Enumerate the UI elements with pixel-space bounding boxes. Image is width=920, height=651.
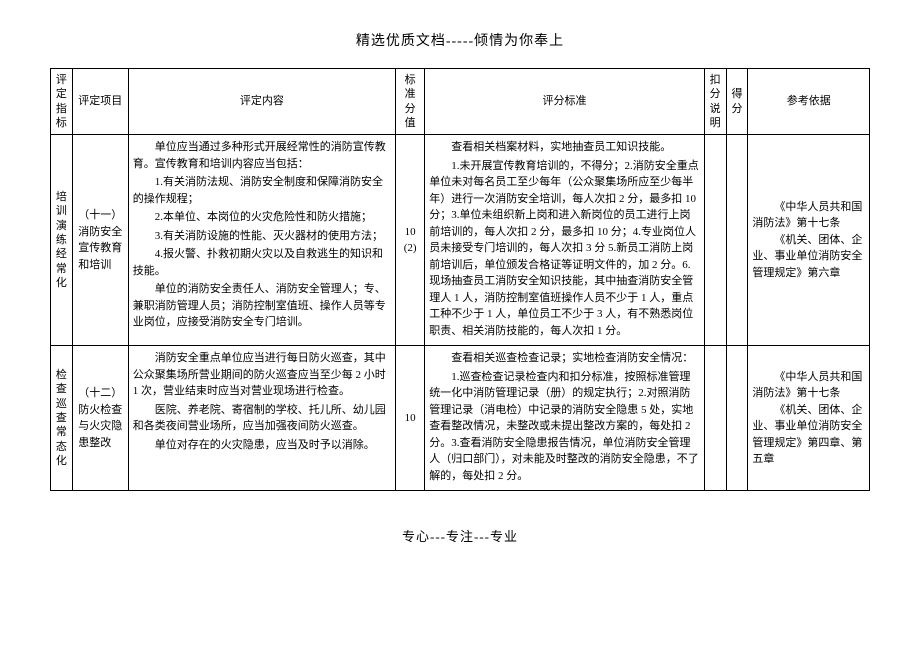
evaluation-table: 评定指标 评定项目 评定内容 标准分值 评分标准 扣分说明 得分 参考依据 培训… [50,68,870,491]
content-line: 2.本单位、本岗位的火灾危险性和防火措施； [133,209,391,226]
standard-line: 1.未开展宣传教育培训的，不得分；2.消防安全重点单位未对每名员工至少每年（公众… [429,158,699,340]
col-reference: 参考依据 [748,69,870,135]
col-item: 评定项目 [72,69,128,135]
item-number: （十二） [77,385,124,402]
cell-indicator: 检查巡查常态化 [51,346,73,491]
col-standard: 评分标准 [425,69,704,135]
cell-indicator: 培训演练经常化 [51,135,73,346]
item-number: （十一） [77,207,124,224]
cell-reference: 《中华人员共和国消防法》第十七条 《机关、团体、企业、事业单位消防安全管理规定》… [748,346,870,491]
cell-earn [726,135,748,346]
page-footer: 专心---专注---专业 [50,526,870,545]
col-score: 标准分值 [396,69,425,135]
table-header-row: 评定指标 评定项目 评定内容 标准分值 评分标准 扣分说明 得分 参考依据 [51,69,870,135]
cell-deduct [704,135,726,346]
table-row: 检查巡查常态化 （十二） 防火检查与火灾隐患整改 消防安全重点单位应当进行每日防… [51,346,870,491]
score-value: 10 [400,224,420,241]
col-indicator: 评定指标 [51,69,73,135]
col-earn: 得分 [726,69,748,135]
reference-line: 《中华人员共和国消防法》第十七条 [752,369,865,402]
item-name: 防火检查与火灾隐患整改 [78,402,122,452]
score-paren: (2) [400,240,420,257]
content-line: 3.有关消防设施的性能、灭火器材的使用方法； [133,228,391,245]
cell-standard: 查看相关巡查检查记录；实地检查消防安全情况： 1.巡查检查记录检查内和扣分标准，… [425,346,704,491]
table-row: 培训演练经常化 （十一） 消防安全宣传教育和培训 单位应当通过多种形式开展经常性… [51,135,870,346]
cell-score: 10 (2) [396,135,425,346]
standard-line: 查看相关档案材料，实地抽查员工知识技能。 [429,139,699,156]
cell-content: 单位应当通过多种形式开展经常性的消防宣传教育。宣传教育和培训内容应当包括： 1.… [128,135,395,346]
score-value: 10 [400,410,420,427]
content-line: 医院、养老院、寄宿制的学校、托儿所、幼儿园和各类夜间营业场所，应当加强夜间防火巡… [133,402,391,435]
cell-item: （十一） 消防安全宣传教育和培训 [72,135,128,346]
reference-line: 《机关、团体、企业、事业单位消防安全管理规定》第四章、第五章 [752,402,865,468]
cell-reference: 《中华人员共和国消防法》第十七条 《机关、团体、企业、事业单位消防安全管理规定》… [748,135,870,346]
cell-content: 消防安全重点单位应当进行每日防火巡查，其中公众聚集场所营业期间的防火巡查应当至少… [128,346,395,491]
cell-earn [726,346,748,491]
cell-standard: 查看相关档案材料，实地抽查员工知识技能。 1.未开展宣传教育培训的，不得分；2.… [425,135,704,346]
cell-score: 10 [396,346,425,491]
content-line: 4.报火警、扑救初期火灾以及自救逃生的知识和技能。 [133,246,391,279]
col-deduct: 扣分说明 [704,69,726,135]
content-line: 单位对存在的火灾隐患，应当及时予以消除。 [133,437,391,454]
reference-line: 《中华人员共和国消防法》第十七条 [752,199,865,232]
reference-line: 《机关、团体、企业、事业单位消防安全管理规定》第六章 [752,232,865,282]
content-line: 1.有关消防法规、消防安全制度和保障消防安全的操作规程； [133,174,391,207]
content-line: 单位的消防安全责任人、消防安全管理人；专、兼职消防管理人员；消防控制室值班、操作… [133,281,391,331]
cell-deduct [704,346,726,491]
col-content: 评定内容 [128,69,395,135]
page-header: 精选优质文档-----倾情为你奉上 [50,30,870,50]
item-name: 消防安全宣传教育和培训 [78,224,122,274]
standard-line: 1.巡查检查记录检查内和扣分标准，按照标准管理统一化中消防管理记录（册）的规定执… [429,369,699,485]
content-line: 消防安全重点单位应当进行每日防火巡查，其中公众聚集场所营业期间的防火巡查应当至少… [133,350,391,400]
content-line: 单位应当通过多种形式开展经常性的消防宣传教育。宣传教育和培训内容应当包括： [133,139,391,172]
standard-line: 查看相关巡查检查记录；实地检查消防安全情况： [429,350,699,367]
cell-item: （十二） 防火检查与火灾隐患整改 [72,346,128,491]
